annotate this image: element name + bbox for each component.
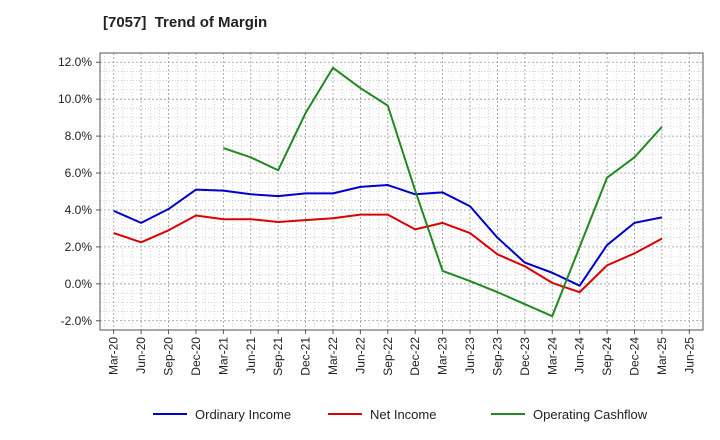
- x-tick-label: Dec-20: [189, 337, 203, 376]
- y-tick-label: 2.0%: [65, 240, 93, 254]
- x-tick-label: Sep-21: [271, 337, 285, 376]
- plot-frame: [99, 52, 704, 331]
- x-tick-label: Mar-20: [107, 337, 121, 375]
- legend-label: Ordinary Income: [195, 407, 291, 422]
- y-tick-label: 6.0%: [65, 166, 93, 180]
- y-tick-label: 10.0%: [58, 92, 92, 106]
- series-lines: [113, 66, 663, 318]
- legend: Ordinary Income Net Income Operating Cashf…: [153, 407, 648, 422]
- x-tick-label: Mar-22: [326, 337, 340, 375]
- x-tick-label: Dec-22: [408, 337, 422, 376]
- x-tick-label: Jun-24: [573, 337, 587, 374]
- x-tick-label: Mar-24: [545, 337, 559, 375]
- grid-lines: [100, 52, 703, 331]
- legend-label: Operating Cashflow: [533, 407, 648, 422]
- x-tick-label: Jun-22: [353, 337, 367, 374]
- y-tick-label: 0.0%: [65, 277, 93, 291]
- y-tick-label: 8.0%: [65, 129, 93, 143]
- x-tick-label: Jun-20: [134, 337, 148, 374]
- legend-label: Net Income: [370, 407, 436, 422]
- x-tick-label: Dec-24: [627, 337, 641, 376]
- x-tick-label: Mar-21: [216, 337, 230, 375]
- x-axis-ticks: Mar-20 Jun-20 Sep-20 Dec-20 Mar-21 Jun-21 Sep-…: [107, 330, 696, 376]
- x-tick-label: Sep-20: [162, 337, 176, 376]
- series-line-operating-cashflow: [223, 66, 663, 318]
- x-tick-label: Sep-23: [490, 337, 504, 376]
- x-tick-label: Jun-21: [244, 337, 258, 374]
- series-line-net-income: [113, 213, 663, 294]
- y-tick-label: -2.0%: [61, 314, 93, 328]
- x-tick-label: Mar-23: [436, 337, 450, 375]
- y-axis-ticks: -2.0% 0.0% 2.0% 4.0% 6.0% 8.0% 10.0% 12.0%: [58, 55, 100, 328]
- x-tick-label: Dec-23: [518, 337, 532, 376]
- y-tick-label: 4.0%: [65, 203, 93, 217]
- x-tick-label: Mar-25: [655, 337, 669, 375]
- x-tick-label: Jun-23: [463, 337, 477, 374]
- y-tick-label: 12.0%: [58, 55, 92, 69]
- x-tick-label: Dec-21: [299, 337, 313, 376]
- x-tick-label: Sep-24: [600, 337, 614, 376]
- series-line-ordinary-income: [113, 184, 663, 287]
- chart-title: [7057] Trend of Margin: [103, 14, 268, 31]
- x-tick-label: Sep-22: [381, 337, 395, 376]
- x-tick-label: Jun-25: [682, 337, 696, 374]
